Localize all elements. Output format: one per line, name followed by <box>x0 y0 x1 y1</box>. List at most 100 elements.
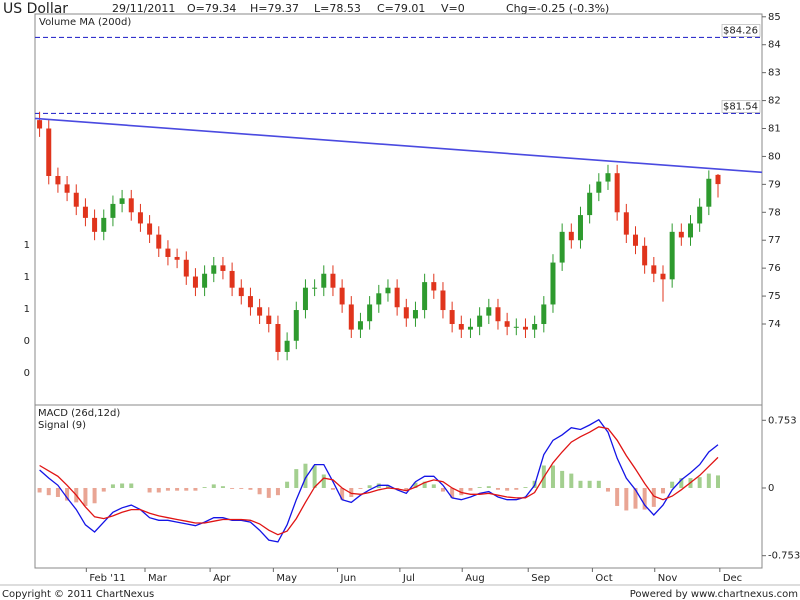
candle-body <box>660 273 666 280</box>
histogram-bar <box>211 484 216 488</box>
histogram-bar <box>37 487 42 493</box>
histogram-bar <box>101 487 106 492</box>
histogram-bar <box>110 484 115 488</box>
candle-body <box>137 212 143 224</box>
histogram-bar <box>468 487 473 491</box>
histogram-bar <box>248 487 253 490</box>
candle-body <box>321 273 327 288</box>
histogram-bar <box>569 473 574 488</box>
candle-body <box>73 192 79 207</box>
x-tick-label: Feb '11 <box>89 573 125 584</box>
histogram-bar <box>404 487 409 491</box>
candle-body <box>174 256 180 260</box>
candle-body <box>587 192 593 216</box>
histogram-bar <box>385 485 390 488</box>
y-tick-label: 84 <box>768 40 781 51</box>
histogram-bar <box>367 485 372 488</box>
candle-body <box>183 259 189 277</box>
candle-body <box>568 231 574 241</box>
x-tick-label: Apr <box>213 573 231 584</box>
candle-body <box>596 181 602 193</box>
histogram-bar <box>55 487 60 497</box>
y-tick-label: 79 <box>768 179 781 190</box>
histogram-bar <box>550 465 555 488</box>
y-tick-label: 78 <box>768 207 781 218</box>
candle-body <box>623 212 629 235</box>
candle-body <box>357 321 363 330</box>
histogram-bar <box>239 487 244 489</box>
candle-body <box>156 234 162 249</box>
candle-body <box>302 287 308 311</box>
histogram-bar <box>294 469 299 488</box>
candle-body <box>550 262 556 305</box>
histogram-bar <box>596 480 601 488</box>
y-tick-label: -0.753 <box>768 551 800 562</box>
candle-body <box>522 326 528 330</box>
histogram-bar <box>129 483 134 488</box>
candle-body <box>330 273 336 288</box>
candle-body <box>119 198 125 204</box>
candle-body <box>229 270 235 288</box>
candle-body <box>385 287 391 294</box>
candle-body <box>678 231 684 238</box>
y-tick-label: 80 <box>768 151 781 162</box>
candle-body <box>367 304 373 322</box>
histogram-bar <box>560 470 565 488</box>
histogram-bar <box>175 487 180 491</box>
x-tick-label: Dec <box>723 573 742 584</box>
histogram-bar <box>413 482 418 488</box>
low-value: L=78.53 <box>314 2 361 15</box>
histogram-bar <box>440 487 445 492</box>
histogram-bar <box>156 487 161 493</box>
close-value: C=79.01 <box>377 2 425 15</box>
volume-tick-label: 1 <box>24 304 30 315</box>
histogram-bar <box>715 475 720 488</box>
histogram-bar <box>65 487 70 501</box>
candle-body <box>669 231 675 280</box>
volume-tick-label: 1 <box>24 272 30 283</box>
histogram-bar <box>495 487 500 490</box>
histogram-bar <box>587 480 592 488</box>
candle-body <box>632 234 638 246</box>
candle-body <box>394 287 400 308</box>
histogram-bar <box>230 487 235 489</box>
y-tick-label: 74 <box>768 319 781 330</box>
x-tick-label: Nov <box>658 573 678 584</box>
candle-body <box>486 307 492 316</box>
histogram-bar <box>422 481 427 488</box>
candle-body <box>110 203 116 218</box>
histogram-bar <box>340 487 345 500</box>
x-tick-label: May <box>276 573 297 584</box>
candle-body <box>559 231 565 263</box>
candle-body <box>715 174 721 185</box>
candle-body <box>165 248 171 257</box>
candle-body <box>495 307 501 322</box>
candle-body <box>614 173 620 213</box>
histogram-bar <box>147 487 152 493</box>
histogram-bar <box>459 487 464 496</box>
histogram-bar <box>624 487 629 511</box>
histogram-bar <box>605 487 610 492</box>
histogram-bar <box>514 487 519 490</box>
candle-body <box>403 307 409 319</box>
histogram-bar <box>697 477 702 488</box>
price-level-label-box <box>721 24 761 37</box>
powered-by: Powered by www.chartnexus.com <box>630 589 798 600</box>
candle-body <box>312 287 318 289</box>
change-value: Chg=-0.25 (-0.3%) <box>506 2 609 15</box>
histogram-bar <box>202 487 207 488</box>
histogram-bar <box>349 487 354 497</box>
histogram-bar <box>670 481 675 488</box>
legend-entry: Signal (9) <box>38 420 86 431</box>
histogram-bar <box>651 487 656 507</box>
high-value: H=79.37 <box>250 2 299 15</box>
histogram-bar <box>92 487 97 504</box>
candle-body <box>293 310 299 341</box>
histogram-bar <box>706 473 711 488</box>
y-tick-label: 83 <box>768 68 781 79</box>
histogram-bar <box>578 480 583 488</box>
volume-tick-label: 0 <box>24 336 30 347</box>
histogram-bar <box>275 487 280 496</box>
